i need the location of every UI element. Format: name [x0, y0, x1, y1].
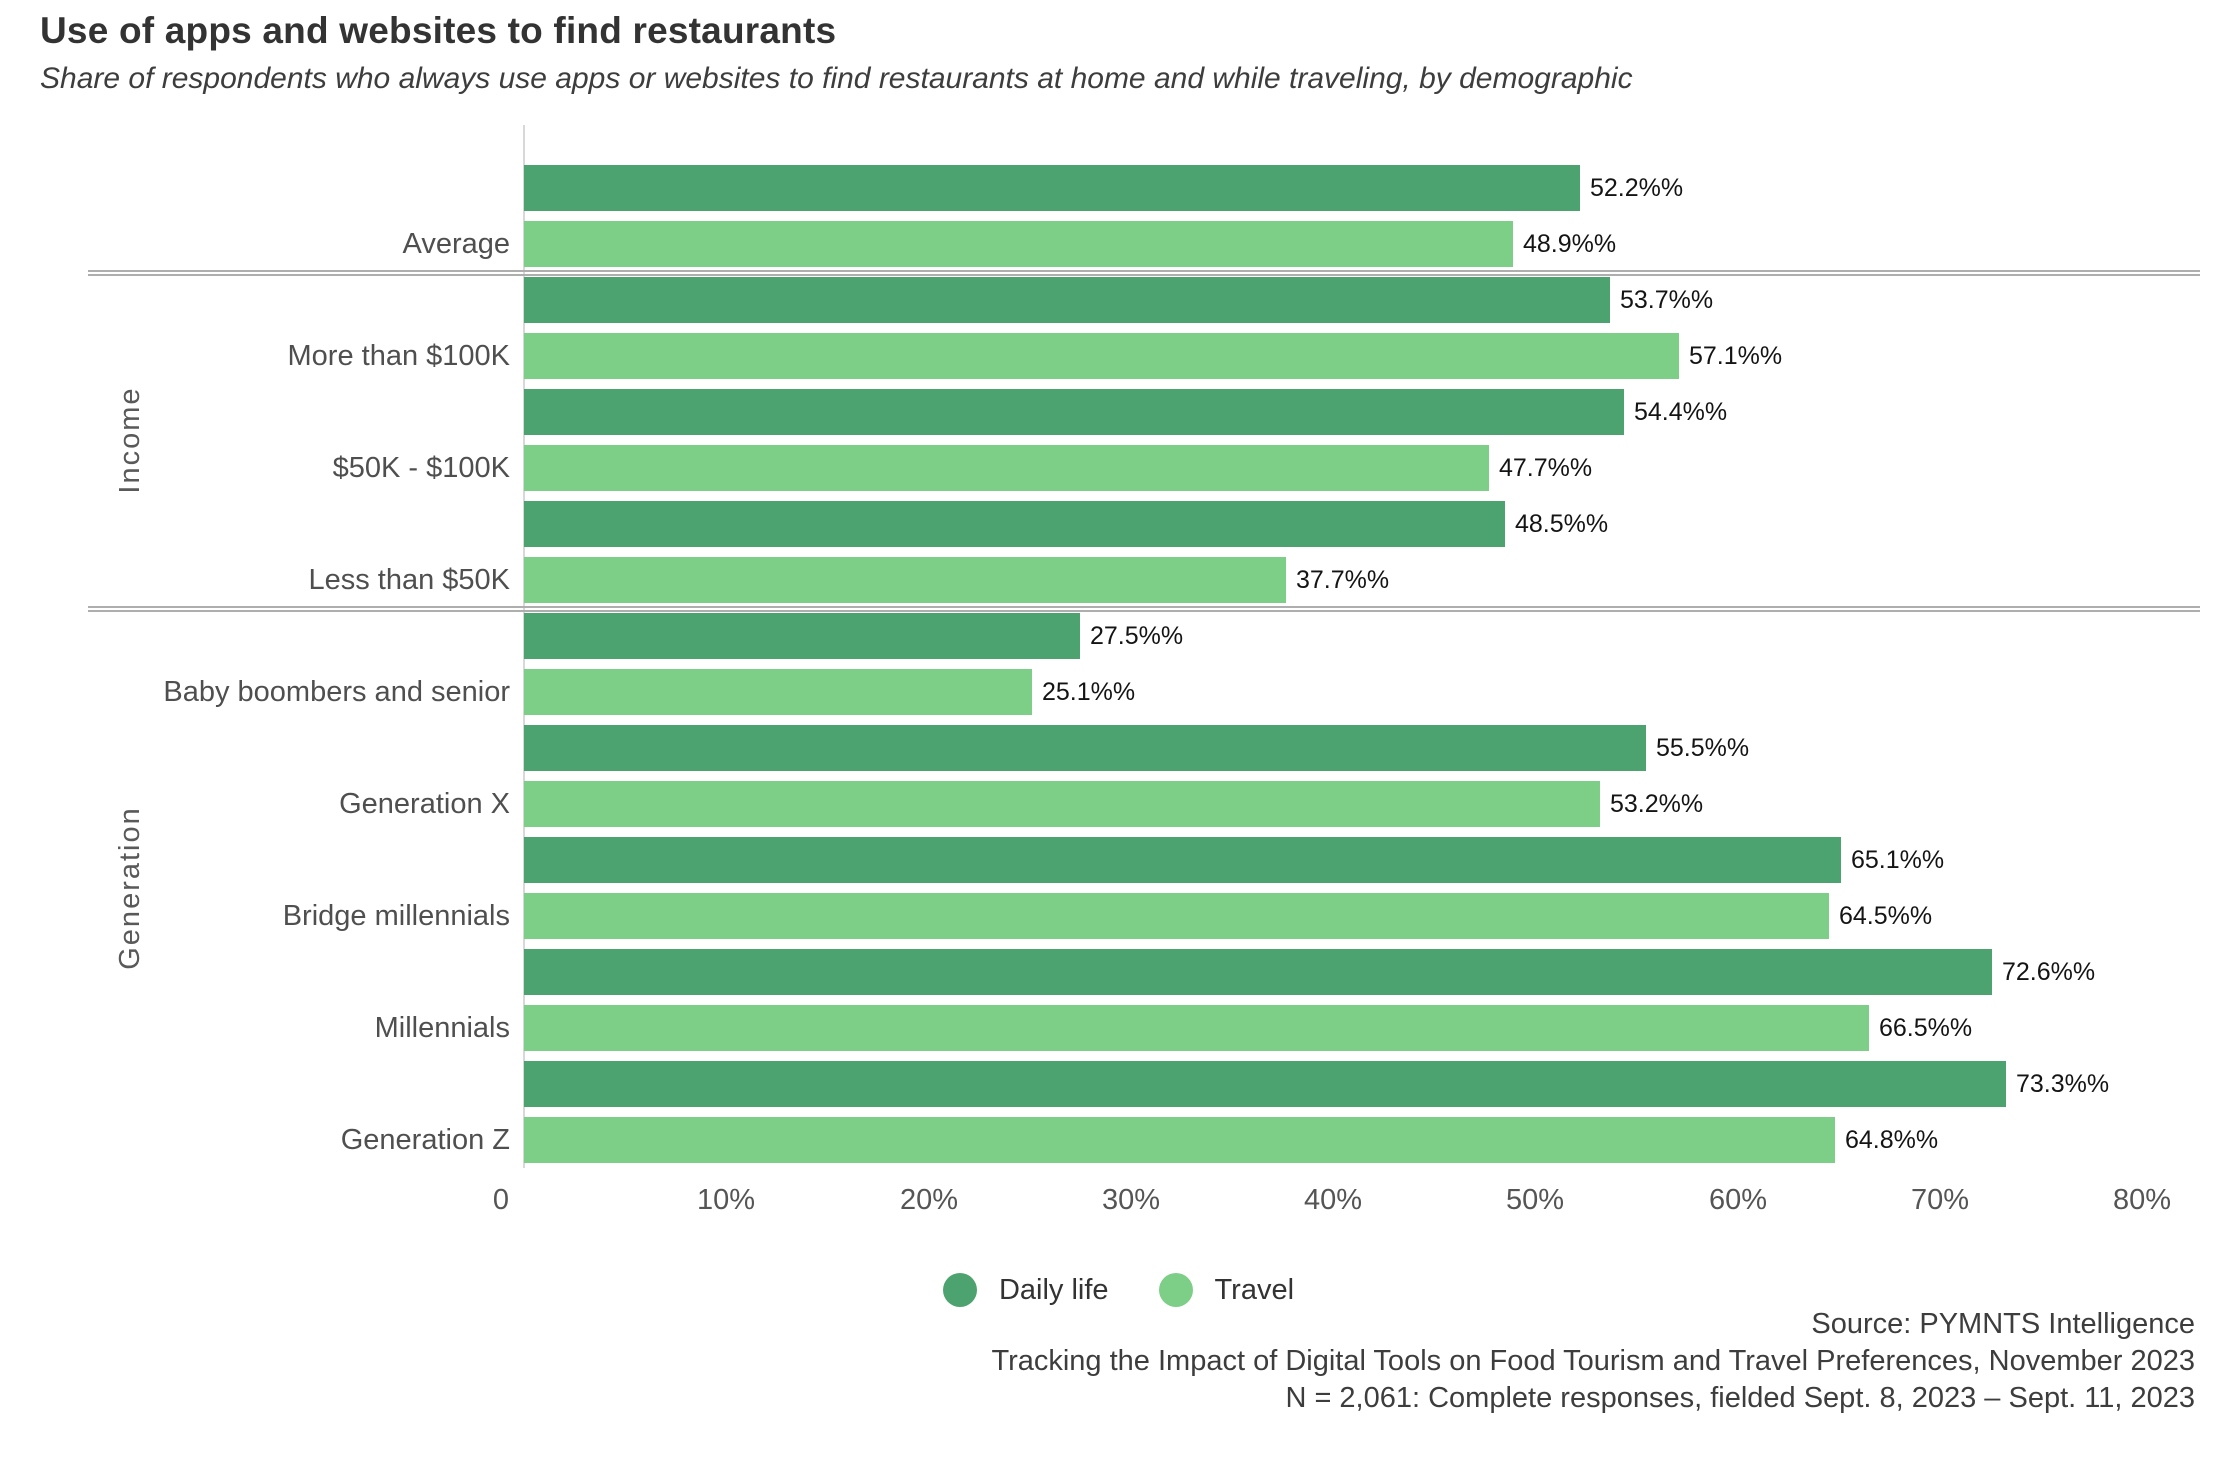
legend-label: Travel	[1214, 1273, 1295, 1306]
bar-daily-life[interactable]	[524, 1061, 2006, 1107]
bar-value-label: 55.5%%	[1656, 733, 1750, 762]
legend-item-travel[interactable]: Travel	[1158, 1273, 1295, 1307]
category-label: More than $100K	[287, 339, 510, 372]
bar-travel[interactable]	[524, 669, 1032, 715]
bar-daily-life[interactable]	[524, 389, 1624, 435]
category-label: Generation X	[339, 787, 510, 820]
bar-daily-life[interactable]	[524, 837, 1841, 883]
bar-value-label: 65.1%%	[1851, 845, 1945, 874]
bar-value-label: 48.9%%	[1523, 229, 1617, 258]
category-label: $50K - $100K	[332, 451, 510, 484]
group-separator	[88, 270, 2200, 276]
source-line: Tracking the Impact of Digital Tools on …	[991, 1345, 2195, 1377]
travel-swatch-icon	[1158, 1273, 1193, 1307]
chart-title: Use of apps and websites to find restaur…	[40, 10, 837, 51]
bar-daily-life[interactable]	[524, 277, 1610, 323]
category-label: Baby boombers and senior	[163, 675, 510, 708]
bar-travel[interactable]	[524, 333, 1679, 379]
bar-travel[interactable]	[524, 557, 1286, 603]
bar-value-label: 37.7%%	[1296, 565, 1390, 594]
bar-travel[interactable]	[524, 1005, 1869, 1051]
legend-label: Daily life	[998, 1273, 1109, 1306]
category-label: Less than $50K	[308, 563, 510, 596]
bar-value-label: 53.2%%	[1610, 789, 1704, 818]
category-label: Generation Z	[340, 1123, 510, 1156]
bar-value-label: 73.3%%	[2016, 1069, 2110, 1098]
bar-daily-life[interactable]	[524, 949, 1992, 995]
x-tick-label: 20%	[899, 1184, 959, 1216]
bar-value-label: 27.5%%	[1090, 621, 1184, 650]
bar-value-label: 64.8%%	[1845, 1125, 1939, 1154]
legend: Daily life Travel	[0, 1262, 2237, 1318]
category-label: Average	[402, 227, 511, 260]
daily-life-swatch-icon	[942, 1273, 977, 1307]
group-label-generation: Generation	[113, 806, 146, 970]
bar-value-label: 64.5%%	[1839, 901, 1933, 930]
bar-value-label: 47.7%%	[1499, 453, 1593, 482]
bar-value-label: 57.1%%	[1689, 341, 1783, 370]
x-tick-label: 40%	[1303, 1184, 1363, 1216]
bar-value-label: 54.4%%	[1634, 397, 1728, 426]
bar-travel[interactable]	[524, 781, 1600, 827]
bar-travel[interactable]	[524, 1117, 1835, 1163]
x-tick-label: 50%	[1505, 1184, 1565, 1216]
bar-value-label: 53.7%%	[1620, 285, 1714, 314]
category-label: Bridge millennials	[282, 899, 510, 932]
x-tick-label: 0	[492, 1184, 509, 1216]
x-tick-label: 10%	[696, 1184, 756, 1216]
category-label: Millennials	[374, 1011, 510, 1044]
source-note: Source: PYMNTS Intelligence Tracking the…	[595, 1306, 2195, 1417]
source-line: Source: PYMNTS Intelligence	[1811, 1308, 2195, 1340]
bar-daily-life[interactable]	[524, 613, 1080, 659]
source-line: N = 2,061: Complete responses, fielded S…	[1285, 1382, 2195, 1414]
x-tick-label: 80%	[2112, 1184, 2172, 1216]
bar-value-label: 72.6%%	[2002, 957, 2096, 986]
chart-subtitle: Share of respondents who always use apps…	[40, 62, 1633, 95]
bar-daily-life[interactable]	[524, 501, 1505, 547]
bar-value-label: 48.5%%	[1515, 509, 1609, 538]
bar-travel[interactable]	[524, 445, 1489, 491]
bar-travel[interactable]	[524, 893, 1829, 939]
x-tick-label: 30%	[1101, 1184, 1161, 1216]
x-tick-label: 70%	[1910, 1184, 1970, 1216]
group-label-income: Income	[113, 386, 146, 494]
bar-daily-life[interactable]	[524, 165, 1580, 211]
bar-travel[interactable]	[524, 221, 1513, 267]
group-separator	[88, 606, 2200, 612]
bar-value-label: 52.2%%	[1590, 173, 1684, 202]
bar-daily-life[interactable]	[524, 725, 1646, 771]
bar-value-label: 66.5%%	[1879, 1013, 1973, 1042]
x-tick-label: 60%	[1708, 1184, 1768, 1216]
legend-item-daily-life[interactable]: Daily life	[942, 1273, 1109, 1307]
bar-value-label: 25.1%%	[1042, 677, 1136, 706]
